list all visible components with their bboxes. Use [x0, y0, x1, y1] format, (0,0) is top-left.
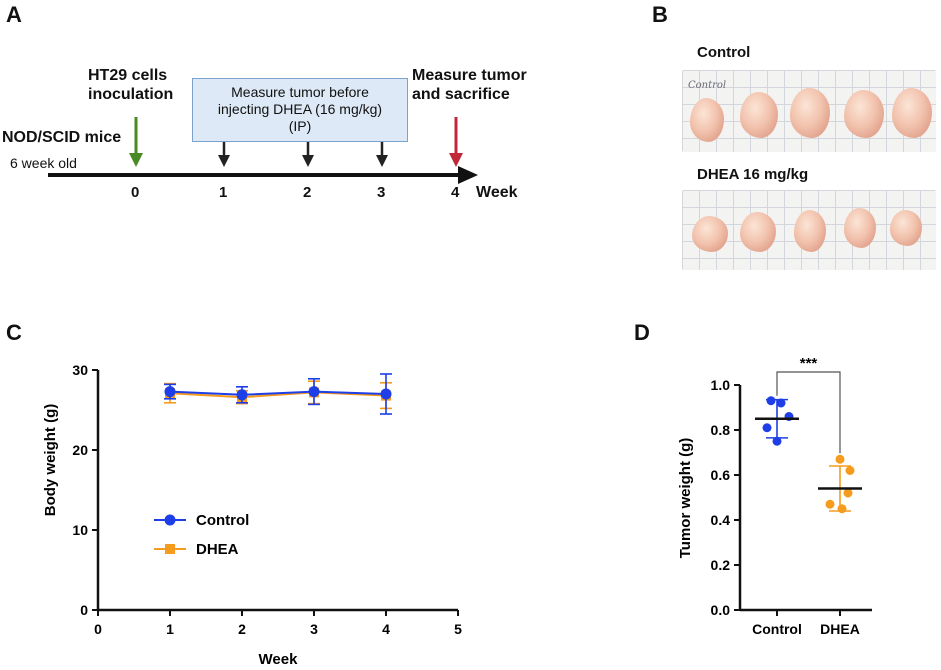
body-weight-x-tick-label: 2 — [238, 621, 246, 637]
measure-box-line1: Measure tumor before — [231, 84, 369, 100]
tumor-weight-y-tick-label: 0.0 — [711, 602, 731, 618]
panel-label-c: C — [6, 320, 22, 345]
body-weight-x-tick-label: 1 — [166, 621, 174, 637]
data-point-dhea — [825, 499, 835, 509]
data-point-dhea — [845, 466, 855, 475]
dhea-tumor-3 — [794, 210, 826, 252]
week-tick-3: 3 — [377, 184, 386, 201]
inoculation-arrowhead — [129, 153, 143, 167]
week-tick-2: 2 — [303, 184, 312, 201]
panel-label-d: D — [634, 320, 650, 345]
data-point-dhea — [843, 488, 853, 498]
tumor-weight-y-axis-label: Tumor weight (g) — [677, 438, 694, 559]
control-tumor-4 — [844, 90, 884, 138]
control-tumor-photo: Control — [682, 70, 936, 152]
data-point-control — [772, 436, 782, 446]
week-tick-1: 1 — [219, 184, 228, 201]
data-point-dhea — [835, 454, 845, 464]
inoculation-label-line2: inoculation — [88, 86, 174, 103]
dhea-tumor-4 — [844, 208, 876, 248]
measure-box: Measure tumor before injecting DHEA (16 … — [192, 78, 408, 142]
significance-bracket — [776, 371, 841, 454]
data-point-control — [236, 389, 248, 401]
tumor-weight-y-tick-label: 0.8 — [711, 422, 731, 438]
control-tumor-5 — [892, 88, 932, 138]
panel-label-a: A — [6, 2, 22, 27]
week-tick-0: 0 — [131, 184, 140, 201]
control-photo-title: Control — [697, 44, 751, 61]
dhea-tumor-5 — [890, 210, 922, 246]
sacrifice-label-line1: Measure tumor — [412, 67, 527, 84]
legend-label-control: Control — [196, 512, 249, 529]
body-weight-y-tick-label: 20 — [72, 442, 88, 458]
timeline-axis-arrowhead — [458, 166, 478, 184]
panel-label-b: B — [652, 2, 668, 27]
series-line-dhea — [169, 391, 387, 399]
significance-label: *** — [800, 355, 818, 372]
data-point-control — [308, 386, 320, 398]
inoculation-label-line1: HT29 cells — [88, 67, 168, 84]
control-tumor-1 — [690, 98, 724, 142]
dhea-tumor-1 — [692, 216, 728, 252]
body-weight-x-axis-label: Week — [259, 651, 299, 668]
body-weight-chart: 0 1 2 3 4 5 0 10 20 30 Control DHEA Week Body weig… — [42, 362, 462, 668]
sacrifice-label-line2: and sacrifice — [412, 86, 510, 103]
timeline-axis-label: Week — [476, 184, 518, 201]
data-point-control — [380, 388, 392, 400]
body-weight-y-tick-label: 0 — [80, 602, 88, 618]
control-tumor-3 — [790, 88, 830, 138]
tumor-weight-y-tick-label: 0.4 — [711, 512, 731, 528]
measure-box-line3: (IP) — [288, 118, 312, 134]
tumor-weight-x-tick-label: Control — [752, 621, 802, 637]
tumor-weight-y-tick-label: 0.6 — [711, 467, 731, 483]
legend-marker-dhea — [165, 544, 175, 554]
sacrifice-arrowhead — [449, 153, 463, 167]
body-weight-y-tick-label: 10 — [72, 522, 88, 538]
data-point-control — [762, 423, 772, 433]
measure-arrowhead-week3 — [376, 155, 388, 167]
dhea-tumor-2 — [740, 212, 776, 252]
data-point-control — [766, 396, 776, 406]
series-line-control — [169, 390, 387, 396]
timeline-graphic — [48, 117, 478, 184]
dhea-tumor-photo — [682, 190, 936, 270]
age-label: 6 week old — [10, 155, 77, 171]
tumor-weight-x-tick-label: DHEA — [820, 621, 860, 637]
measure-arrowhead-week2 — [302, 155, 314, 167]
control-tumor-2 — [740, 92, 778, 138]
mice-label: NOD/SCID mice — [2, 129, 122, 146]
tumor-weight-chart: 0.0 0.2 0.4 0.6 0.8 1.0 Control DHEA *** Tumor w… — [677, 355, 872, 637]
week-tick-4: 4 — [451, 184, 460, 201]
body-weight-x-tick-label: 0 — [94, 621, 102, 637]
body-weight-x-tick-label: 3 — [310, 621, 318, 637]
body-weight-y-axis-label: Body weight (g) — [42, 404, 59, 517]
body-weight-y-tick-label: 30 — [72, 362, 88, 378]
measure-arrowhead-week1 — [218, 155, 230, 167]
body-weight-x-tick-label: 5 — [454, 621, 462, 637]
body-weight-x-tick-label: 4 — [382, 621, 390, 637]
data-point-control — [776, 398, 786, 408]
tumor-weight-y-tick-label: 0.2 — [711, 557, 731, 573]
data-point-dhea — [837, 504, 847, 514]
dhea-photo-title: DHEA 16 mg/kg — [697, 166, 809, 183]
measure-box-line2: injecting DHEA (16 mg/kg) — [217, 101, 383, 117]
legend-label-dhea: DHEA — [196, 541, 239, 558]
control-sheet-handwriting: Control — [688, 80, 727, 91]
tumor-weight-y-tick-label: 1.0 — [711, 377, 731, 393]
data-point-control — [164, 386, 176, 398]
legend-marker-control — [164, 514, 176, 526]
